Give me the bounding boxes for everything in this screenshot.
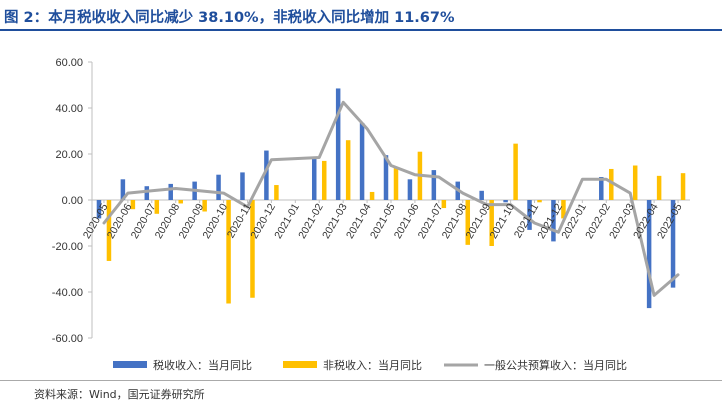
nontax-revenue-bar [369,191,375,200]
tax-revenue-bar [599,177,604,200]
tax-revenue-bar [311,158,317,200]
nontax-revenue-bar [513,143,518,200]
nontax-revenue-bar [202,200,207,212]
tax-revenue-bar [527,200,532,230]
nontax-revenue-bar [537,200,542,203]
y-tick-label: -60.00 [52,333,83,345]
nontax-revenue-bar [441,200,447,209]
tax-revenue-bar [646,200,652,309]
tax-revenue-bar [96,200,102,219]
tax-revenue-bar [503,200,508,203]
nontax-revenue-bar [656,175,662,200]
tax-revenue-bar [335,88,341,200]
tax-revenue-bar [431,170,437,200]
legend-nontax-swatch [283,361,317,368]
nontax-revenue-bar [154,200,160,214]
nontax-revenue-bar [632,165,638,200]
legend-tax-label: 税收收入：当月同比 [153,358,252,372]
title-rule [0,29,722,31]
chart-legend: 税收收入：当月同比 非税收入：当月同比 一般公共预算收入：当月同比 [113,358,627,372]
source-rule [0,380,722,381]
nontax-revenue-bar [321,160,327,200]
nontax-revenue-bar [274,185,279,200]
y-tick-label: 20.00 [55,149,83,161]
nontax-revenue-bar [561,200,566,219]
label-layer: 60.0040.0020.000.00-20.00-40.00-60.00202… [52,57,685,345]
nontax-revenue-bar [226,200,231,304]
nontax-revenue-bar [465,200,471,245]
tax-revenue-bar [120,179,126,200]
bar-layer [96,88,686,309]
y-tick-label: -40.00 [52,287,83,299]
tax-revenue-bar [407,179,413,200]
nontax-revenue-bar [178,200,183,204]
tax-revenue-bar [479,190,484,200]
tax-revenue-bar [359,122,365,200]
y-tick-label: 60.00 [55,57,83,69]
nontax-revenue-bar [130,200,136,210]
nontax-revenue-bar [609,168,614,200]
y-tick-label: 40.00 [55,103,83,115]
nontax-revenue-bar [250,200,255,298]
y-tick-label: -20.00 [52,241,83,253]
nontax-revenue-bar [393,167,399,200]
figure-title: 图 2：本月税收收入同比减少 38.10%，非税收入同比增加 11.67% [4,10,455,26]
axis-layer [88,61,690,339]
tax-revenue-bar [144,186,150,200]
tax-revenue-bar [240,172,245,200]
budget-revenue-line [102,100,680,297]
nontax-revenue-bar [345,140,351,200]
tax-revenue-bar [670,200,676,288]
nontax-revenue-bar [680,173,686,200]
tax-revenue-bar [551,200,556,242]
tax-revenue-bar [264,150,269,200]
legend-tax-swatch [113,361,147,368]
y-tick-label: 0.00 [62,195,83,207]
nontax-revenue-bar [106,200,112,261]
tax-revenue-bar [216,174,221,200]
legend-nontax-label: 非税收入：当月同比 [323,358,422,372]
source-note: 资料来源：Wind，国元证券研究所 [34,388,205,401]
line-layer [102,100,680,297]
tax-revenue-bar [168,183,173,200]
legend-budget-label: 一般公共预算收入：当月同比 [484,358,627,372]
nontax-revenue-bar [489,200,494,246]
chart-canvas: 60.0040.0020.000.00-20.00-40.00-60.00202… [52,57,690,372]
tax-revenue-bar [383,155,389,200]
